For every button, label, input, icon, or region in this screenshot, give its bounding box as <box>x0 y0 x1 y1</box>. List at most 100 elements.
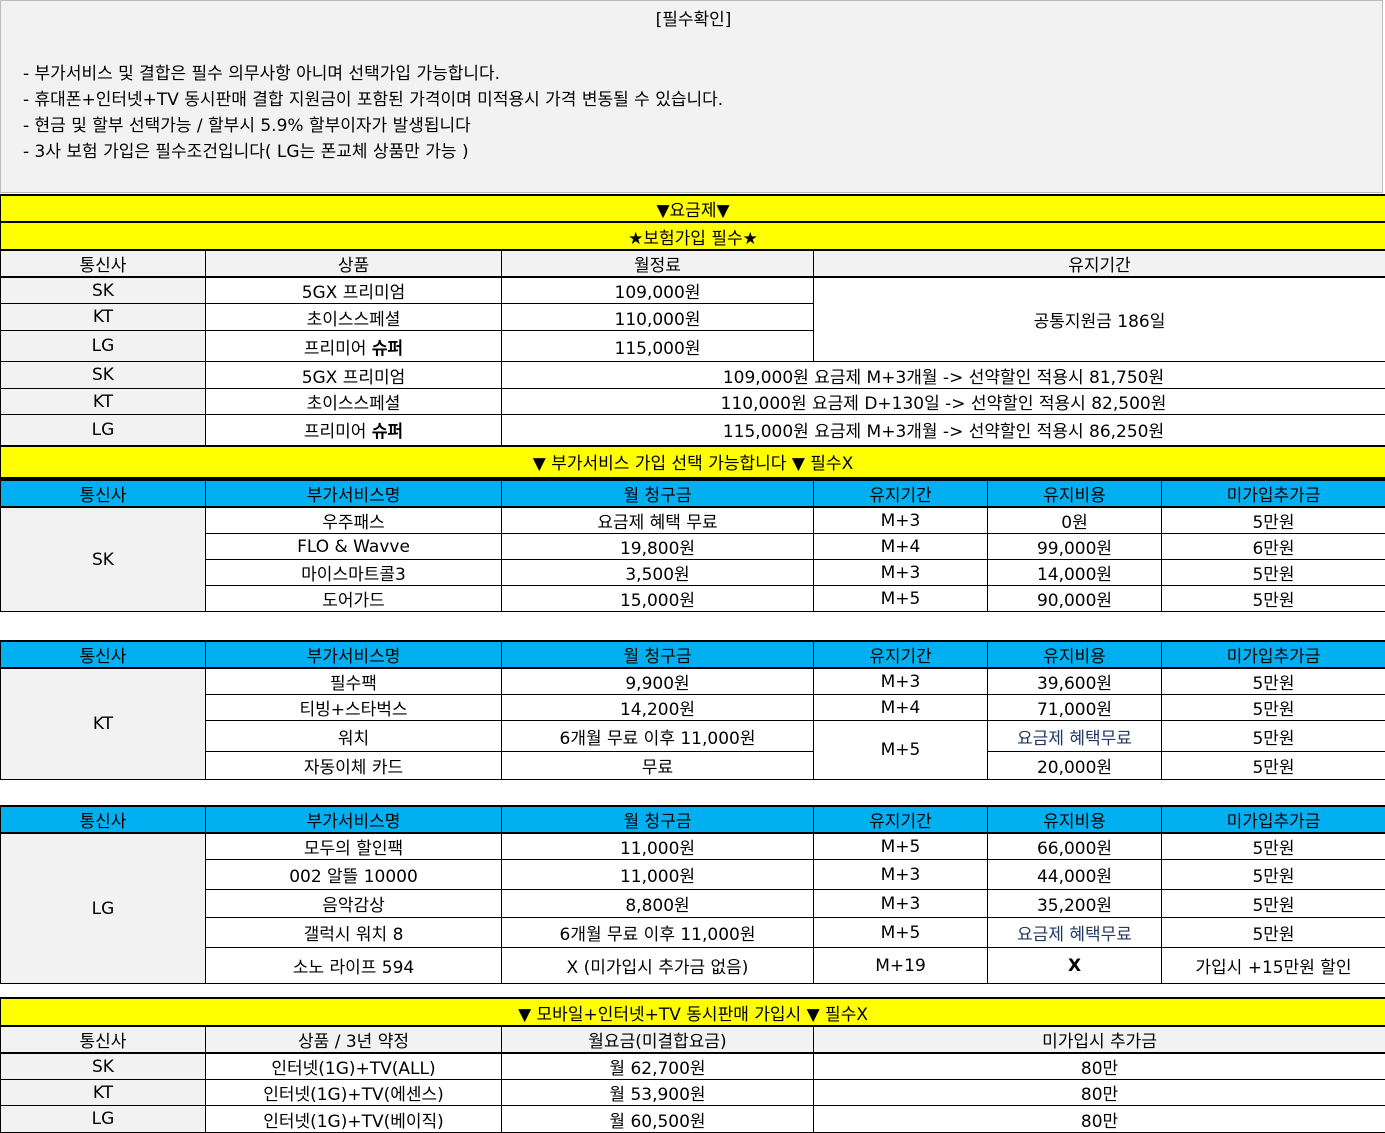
notice-line: - 부가서비스 및 결합은 필수 의무사항 아니며 선택가입 가능합니다. <box>23 61 723 87</box>
keep-cost: 66,000원 <box>988 833 1162 860</box>
header: 유지기간 <box>814 480 988 507</box>
keep-cost: 90,000원 <box>988 586 1162 612</box>
notice-title: [필수확인] <box>1 5 1385 30</box>
header: 통신사 <box>1 480 206 507</box>
carrier: LG <box>1 1106 206 1133</box>
addons-title: ▼ 부가서비스 가입 선택 가능합니다 ▼ 필수X <box>1 446 1385 478</box>
plans-title: ▼요금제▼ <box>1 195 1385 222</box>
fee: 109,000원 <box>502 277 814 304</box>
monthly-charge: 3,500원 <box>502 560 814 586</box>
monthly-charge: X (미가입시 추가금 없음) <box>502 948 814 984</box>
header: 상품 <box>206 250 502 277</box>
keep-period: M+3 <box>814 560 988 586</box>
product: 초이스스페셜 <box>206 389 502 415</box>
keep-period: M+3 <box>814 668 988 695</box>
penalty: 5만원 <box>1162 918 1385 948</box>
fee: 110,000원 <box>502 304 814 331</box>
addon-name: 필수팩 <box>206 668 502 695</box>
keep-cost: 20,000원 <box>988 752 1162 780</box>
monthly-charge: 15,000원 <box>502 586 814 612</box>
product: 인터넷(1G)+TV(에센스) <box>206 1080 502 1106</box>
fee: 월 62,700원 <box>502 1053 814 1080</box>
carrier: SK <box>1 1053 206 1080</box>
header: 월 청구금 <box>502 806 814 833</box>
addon-name: 마이스마트콜3 <box>206 560 502 586</box>
header: 월정료 <box>502 250 814 277</box>
product: 인터넷(1G)+TV(베이직) <box>206 1106 502 1133</box>
keep-period: M+5 <box>814 721 988 780</box>
penalty: 가입시 +15만원 할인 <box>1162 948 1385 984</box>
header: 미가입추가금 <box>1162 641 1385 668</box>
monthly-charge: 14,200원 <box>502 695 814 721</box>
keep-cost: 44,000원 <box>988 860 1162 890</box>
keep-cost: 99,000원 <box>988 534 1162 560</box>
carrier: SK <box>1 507 206 612</box>
header: 통신사 <box>1 1026 206 1053</box>
addon-name: 002 알뜰 10000 <box>206 860 502 890</box>
penalty: 5만원 <box>1162 668 1385 695</box>
keep-cost: X <box>988 948 1162 984</box>
keep-period: M+19 <box>814 948 988 984</box>
penalty: 80만 <box>814 1053 1385 1080</box>
header: 통신사 <box>1 641 206 668</box>
keep-cost: 35,200원 <box>988 890 1162 918</box>
fee: 115,000원 <box>502 331 814 362</box>
penalty: 5만원 <box>1162 860 1385 890</box>
monthly-charge: 무료 <box>502 752 814 780</box>
product-part: 프리미어 <box>304 422 372 442</box>
addon-name: 워치 <box>206 721 502 752</box>
monthly-charge: 6개월 무료 이후 11,000원 <box>502 721 814 752</box>
monthly-charge: 11,000원 <box>502 860 814 890</box>
carrier: KT <box>1 668 206 780</box>
header: 유지기간 <box>814 641 988 668</box>
carrier: KT <box>1 304 206 331</box>
addon-name: FLO & Wavve <box>206 534 502 560</box>
keep-period: M+3 <box>814 890 988 918</box>
penalty: 5만원 <box>1162 752 1385 780</box>
product-part: 슈퍼 <box>372 339 403 359</box>
keep-cost: 요금제 혜택무료 <box>988 918 1162 948</box>
addon-name: 음악감상 <box>206 890 502 918</box>
monthly-charge: 요금제 혜택 무료 <box>502 507 814 534</box>
product: 프리미어 슈퍼 <box>206 415 502 446</box>
notice-line: - 3사 보험 가입은 필수조건입니다( LG는 폰교체 상품만 가능 ) <box>23 139 723 165</box>
keep-period: M+4 <box>814 534 988 560</box>
penalty: 6만원 <box>1162 534 1385 560</box>
carrier: LG <box>1 331 206 362</box>
header: 미가입시 추가금 <box>814 1026 1385 1053</box>
product: 5GX 프리미엄 <box>206 277 502 304</box>
monthly-charge: 9,900원 <box>502 668 814 695</box>
penalty: 5만원 <box>1162 560 1385 586</box>
addon-name: 소노 라이프 594 <box>206 948 502 984</box>
product-part: 프리미어 <box>304 339 372 359</box>
keep-period: M+5 <box>814 586 988 612</box>
notice-box: [필수확인] - 부가서비스 및 결합은 필수 의무사항 아니며 선택가입 가능… <box>0 0 1383 193</box>
keep-period: M+5 <box>814 918 988 948</box>
notice-line: - 휴대폰+인터넷+TV 동시판매 결합 지원금이 포함된 가격이며 미적용시 … <box>23 87 723 113</box>
keep-period: M+3 <box>814 860 988 890</box>
plan-desc: 110,000원 요금제 D+130일 -> 선약할인 적용시 82,500원 <box>502 389 1385 415</box>
header: 월요금(미결합요금) <box>502 1026 814 1053</box>
addon-name: 도어가드 <box>206 586 502 612</box>
header: 상품 / 3년 약정 <box>206 1026 502 1053</box>
carrier: LG <box>1 833 206 984</box>
header: 부가서비스명 <box>206 641 502 668</box>
keep-cost: 요금제 혜택무료 <box>988 721 1162 752</box>
keep-cost: 71,000원 <box>988 695 1162 721</box>
addon-name: 갤럭시 워치 8 <box>206 918 502 948</box>
addon-name: 우주패스 <box>206 507 502 534</box>
plan-desc: 115,000원 요금제 M+3개월 -> 선약할인 적용시 86,250원 <box>502 415 1385 446</box>
bundle-table: ▼ 모바일+인터넷+TV 동시판매 가입시 ▼ 필수X 통신사 상품 / 3년 … <box>0 997 1385 1133</box>
monthly-charge: 19,800원 <box>502 534 814 560</box>
header: 유지기간 <box>814 250 1385 277</box>
addon-name: 자동이체 카드 <box>206 752 502 780</box>
header: 월 청구금 <box>502 641 814 668</box>
header: 미가입추가금 <box>1162 806 1385 833</box>
notice-line: - 현금 및 할부 선택가능 / 할부시 5.9% 할부이자가 발생됩니다 <box>23 113 723 139</box>
header: 유지비용 <box>988 480 1162 507</box>
carrier: KT <box>1 389 206 415</box>
carrier: LG <box>1 415 206 446</box>
header: 유지비용 <box>988 806 1162 833</box>
penalty: 80만 <box>814 1106 1385 1133</box>
